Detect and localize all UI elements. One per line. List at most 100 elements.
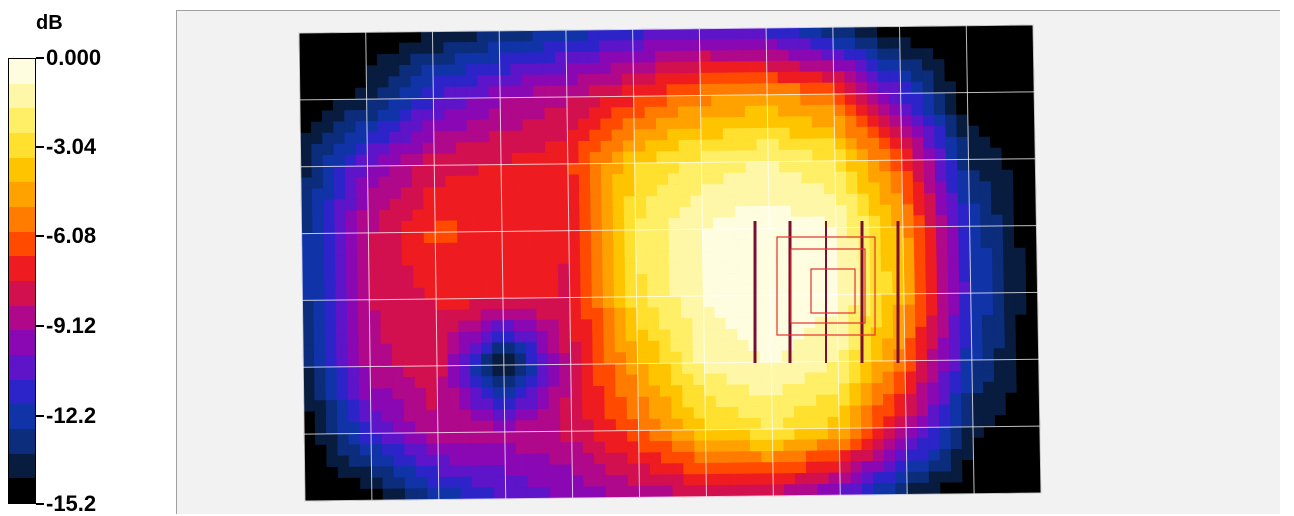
heatmap-cell xyxy=(928,460,941,473)
heatmap-cell xyxy=(625,296,638,309)
heatmap-cell xyxy=(458,320,471,333)
heatmap-cell xyxy=(970,314,983,327)
heatmap-cell xyxy=(837,349,850,362)
heatmap-cell xyxy=(943,25,956,38)
heatmap-cell xyxy=(777,94,790,107)
heatmap-cell xyxy=(623,207,636,220)
heatmap-cell xyxy=(323,210,336,223)
overlay-rect xyxy=(810,268,856,314)
heatmap-cell xyxy=(767,150,780,162)
heatmap-cell xyxy=(971,348,984,361)
heatmap-cell xyxy=(759,350,772,363)
heatmap-cell xyxy=(533,107,546,120)
heatmap-cell xyxy=(532,63,545,76)
heatmap-cell xyxy=(527,464,540,477)
heatmap-cell xyxy=(714,317,727,330)
heatmap-cell xyxy=(367,187,380,200)
heatmap-cell xyxy=(346,254,359,267)
heatmap-cell xyxy=(1012,136,1025,149)
heatmap-cell xyxy=(1000,114,1013,126)
heatmap-cell xyxy=(513,264,526,277)
heatmap-cell xyxy=(298,43,311,56)
grid-line-vertical xyxy=(365,32,373,501)
heatmap-cell xyxy=(309,32,322,45)
heatmap-cell xyxy=(411,142,424,155)
heatmap-cell xyxy=(793,361,806,374)
heatmap-cell xyxy=(546,263,559,276)
heatmap-cell xyxy=(359,466,372,479)
heatmap-cell xyxy=(645,151,658,164)
heatmap-cell xyxy=(959,281,972,294)
heatmap-cell xyxy=(779,172,792,185)
heatmap-cell xyxy=(588,51,601,64)
heatmap-cell xyxy=(903,282,916,295)
heatmap-cell xyxy=(334,188,347,201)
heatmap-cell xyxy=(810,71,823,84)
heatmap-cell xyxy=(547,341,560,354)
heatmap-cell xyxy=(599,51,612,64)
heatmap-cell xyxy=(548,408,561,421)
heatmap-cell xyxy=(969,236,982,249)
heatmap-cell xyxy=(928,438,941,450)
heatmap-cell xyxy=(810,49,823,62)
heatmap-cell xyxy=(592,352,605,365)
heatmap-cell xyxy=(626,407,639,420)
heatmap-cell xyxy=(961,448,974,461)
heatmap-cell xyxy=(913,248,926,261)
heatmap-cell xyxy=(993,314,1006,327)
heatmap-cell xyxy=(647,307,660,320)
heatmap-cell xyxy=(347,344,360,357)
heatmap-cell xyxy=(548,364,561,377)
heatmap-cell xyxy=(414,343,427,356)
heatmap-cell xyxy=(779,183,792,196)
heatmap-cell xyxy=(757,194,770,207)
heatmap-cell xyxy=(823,160,836,173)
heatmap-cell xyxy=(623,185,636,197)
heatmap-cell xyxy=(705,429,718,442)
heatmap-cell xyxy=(661,463,674,476)
heatmap-cell xyxy=(400,154,413,166)
heatmap-cell xyxy=(348,466,361,479)
heatmap-cell xyxy=(778,161,791,173)
heatmap-cell xyxy=(310,54,323,67)
heatmap-cell xyxy=(791,272,804,285)
heatmap-cell xyxy=(636,340,649,353)
heatmap-cell xyxy=(379,287,392,300)
heatmap-cell xyxy=(934,170,947,183)
heatmap-cell xyxy=(515,442,528,455)
heatmap-cell xyxy=(599,84,612,97)
heatmap-cell xyxy=(948,292,961,305)
heatmap-cell xyxy=(538,486,551,499)
heatmap-cell xyxy=(714,295,727,308)
heatmap-cell xyxy=(638,441,651,454)
heatmap-cell xyxy=(366,154,379,167)
heatmap-cell xyxy=(771,406,784,419)
heatmap-cell xyxy=(921,59,934,72)
heatmap-cell xyxy=(883,438,896,451)
heatmap-cell xyxy=(566,96,579,109)
heatmap-cell xyxy=(455,131,468,144)
heatmap-cell xyxy=(869,271,882,284)
heatmap-cell xyxy=(639,485,652,498)
heatmap-cell xyxy=(638,463,651,476)
heatmap-cell xyxy=(716,462,729,475)
heatmap-cell xyxy=(999,58,1012,71)
heatmap-cell xyxy=(449,465,462,478)
heatmap-cell xyxy=(571,464,584,477)
heatmap-cell xyxy=(560,475,573,488)
heatmap-cell xyxy=(922,114,935,127)
heatmap-cell xyxy=(938,393,951,406)
heatmap-cell xyxy=(992,292,1005,305)
heatmap-cell xyxy=(767,161,780,174)
heatmap-cell xyxy=(725,284,738,297)
heatmap-cell xyxy=(467,175,480,188)
heatmap-cell xyxy=(310,121,323,134)
heatmap-cell xyxy=(593,397,606,410)
heatmap-cell xyxy=(627,441,640,454)
heatmap-cell xyxy=(380,354,393,367)
heatmap-cell xyxy=(354,31,367,44)
heatmap-cell xyxy=(910,37,923,49)
heatmap-cell xyxy=(883,449,896,462)
heatmap-cell xyxy=(769,283,782,296)
heatmap-cell xyxy=(425,354,438,367)
